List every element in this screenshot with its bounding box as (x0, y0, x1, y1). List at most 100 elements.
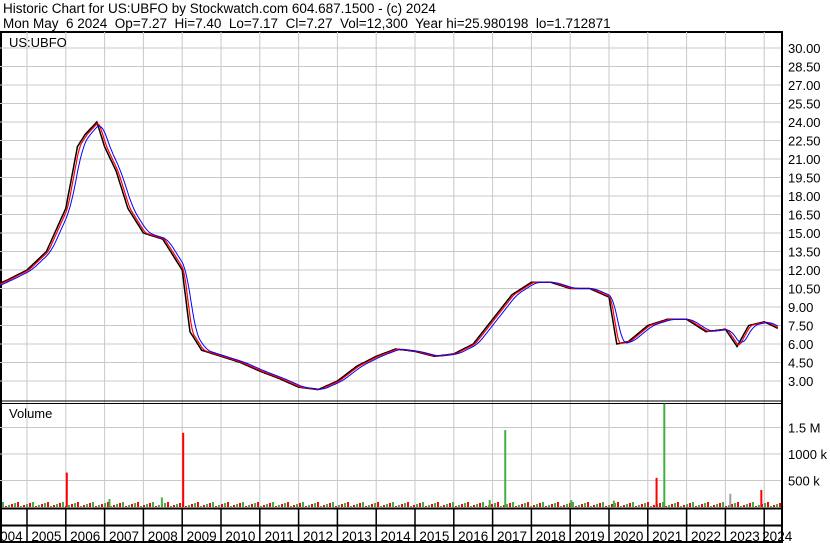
volume-bar (407, 502, 409, 507)
volume-bar (584, 503, 586, 507)
volume-bar (92, 502, 94, 507)
volume-bar (95, 506, 97, 507)
volume-bar (74, 503, 76, 507)
volume-bar (227, 502, 229, 507)
volume-bar (290, 506, 292, 507)
volume-bar (380, 506, 382, 507)
volume-bar (44, 503, 46, 507)
volume-bar (722, 502, 724, 507)
volume-bar (350, 506, 352, 507)
volume-bar (224, 503, 226, 507)
volume-bar (212, 502, 214, 507)
moving-average-long-line (0, 125, 779, 390)
volume-bar (356, 504, 358, 507)
year-label: 2007 (109, 529, 139, 543)
price-tick-label: 18.00 (788, 189, 821, 204)
volume-bar (512, 502, 514, 507)
volume-bar (650, 506, 652, 507)
volume-bar (635, 506, 637, 507)
volume-bar (527, 502, 529, 507)
volume-bar (644, 503, 646, 507)
volume-bar (485, 506, 487, 507)
volume-bar (437, 502, 439, 507)
year-label: 2012 (303, 529, 333, 543)
volume-bar (140, 506, 142, 507)
volume-bar (236, 504, 238, 507)
year-label: 2004 (0, 529, 23, 543)
volume-bar (188, 505, 190, 507)
volume-bar (281, 504, 283, 507)
volume-bar (758, 505, 760, 507)
volume-bar (422, 502, 424, 507)
volume-bar (233, 505, 235, 507)
volume-bar (746, 504, 748, 507)
volume-bar (149, 503, 151, 507)
volume-bar (191, 504, 193, 507)
volume-bar (167, 502, 169, 507)
volume-bar (398, 505, 400, 507)
volume-bar (662, 502, 664, 507)
volume-bar (254, 503, 256, 507)
volume-bar (557, 502, 559, 507)
volume-bar (41, 504, 43, 507)
volume-bar (434, 503, 436, 507)
volume-bar (515, 506, 517, 507)
volume-bar (239, 503, 241, 507)
volume-bar (197, 502, 199, 507)
volume-bar (155, 506, 157, 507)
volume-bar (530, 506, 532, 507)
volume-bar (701, 504, 703, 507)
volume-bar (710, 506, 712, 507)
price-tick-label: 10.50 (788, 282, 821, 297)
volume-bar (194, 503, 196, 507)
volume-bar (404, 503, 406, 507)
volume-bar (491, 504, 493, 507)
volume-bar (5, 506, 7, 507)
volume-bar (655, 477, 658, 507)
year-label: 2010 (225, 529, 255, 543)
volume-bar (173, 505, 175, 507)
year-label: 2009 (187, 529, 217, 543)
volume-bar (8, 505, 10, 507)
volume-bar (767, 502, 769, 507)
volume-bar (329, 503, 331, 507)
volume-bar (638, 505, 640, 507)
volume-bar (32, 502, 34, 507)
volume-bar (86, 504, 88, 507)
year-label: 2018 (536, 529, 566, 543)
volume-bar (551, 504, 553, 507)
volume-bar (107, 502, 109, 507)
price-tick-label: 13.50 (788, 245, 821, 260)
volume-bar (683, 505, 685, 507)
volume-bar (353, 505, 355, 507)
volume-bar (218, 505, 220, 507)
price-tick-label: 7.50 (788, 319, 813, 334)
year-label: 2016 (458, 529, 488, 543)
volume-bar (560, 506, 562, 507)
volume-bar (704, 503, 706, 507)
price-tick-label: 30.00 (788, 41, 821, 56)
volume-bar (179, 503, 181, 507)
volume-bar (341, 504, 343, 507)
volume-bar (287, 502, 289, 507)
volume-bar (729, 493, 732, 507)
volume-panel-label: Volume (9, 406, 52, 421)
volume-bar (458, 505, 460, 507)
volume-bar (389, 503, 391, 507)
volume-bar (125, 506, 127, 507)
volume-bar (503, 505, 505, 507)
volume-bar (680, 506, 682, 507)
volume-bar (533, 505, 535, 507)
volume-bar (446, 504, 448, 507)
volume-bar (542, 502, 544, 507)
volume-bar (464, 503, 466, 507)
volume-bar (59, 503, 61, 507)
volume-bar (668, 505, 670, 507)
volume-bar (26, 504, 28, 507)
price-tick-label: 25.50 (788, 97, 821, 112)
volume-bar (566, 504, 568, 507)
volume-bar (713, 505, 715, 507)
volume-bar (428, 505, 430, 507)
volume-bar (779, 503, 781, 507)
volume-bar (770, 506, 772, 507)
